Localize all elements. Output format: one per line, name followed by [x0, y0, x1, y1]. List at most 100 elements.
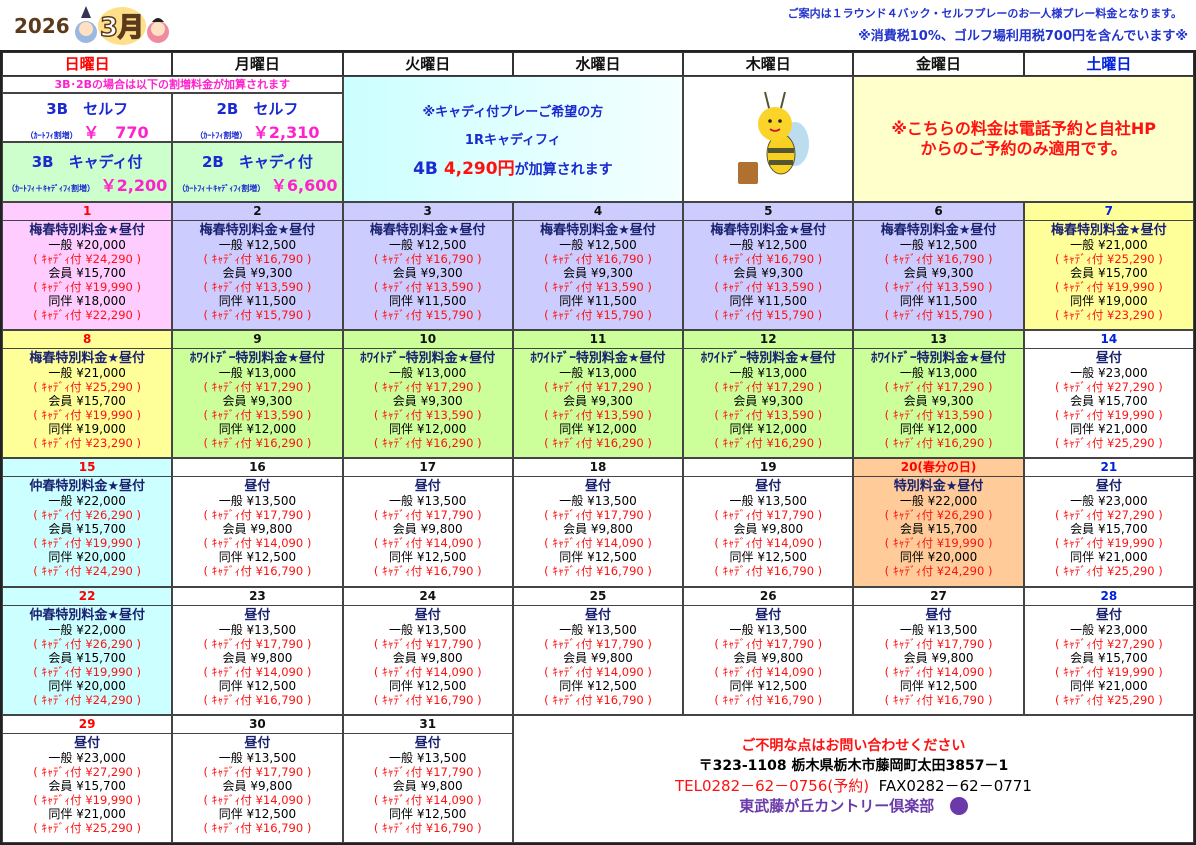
member-price: 会員 ¥9,300	[392, 266, 463, 280]
companion-price: 同伴 ¥12,500	[218, 678, 297, 693]
member-caddy-price: ( ｷｬﾃﾞｨ付 ¥13,590 )	[884, 408, 993, 423]
companion-caddy-price: ( ｷｬﾃﾞｨ付 ¥24,290 )	[33, 692, 142, 707]
day-cell[interactable]: 24 昼付 一般 ¥13,500( ｷｬﾃﾞｨ付 ¥17,790 ) 会員 ¥9,80…	[342, 586, 513, 715]
general-price: 一般 ¥13,000	[218, 366, 297, 381]
3b-self-surcharge: 3B セルフ （ｶｰﾄﾌｨ割増） ￥ 770	[2, 93, 173, 142]
companion-caddy-price: ( ｷｬﾃﾞｨ付 ¥16,790 )	[544, 692, 652, 707]
day-cell[interactable]: 14 昼付 一般 ¥23,000( ｷｬﾃﾞｨ付 ¥27,290 ) 会員 ¥15,7…	[1023, 330, 1194, 459]
day-cell[interactable]: 10 ﾎﾜｲﾄﾃﾞｰ特別料金★昼付 一般 ¥13,000( ｷｬﾃﾞｨ付 ¥17,2…	[342, 330, 513, 459]
reservation-note: ※こちらの料金は電話予約と自社HP からのご予約のみ適用です。	[853, 76, 1194, 202]
member-price: 会員 ¥15,700	[48, 778, 126, 793]
day-cell[interactable]: 8 梅春特別料金★昼付 一般 ¥21,000( ｷｬﾃﾞｨ付 ¥25,290 ) 会員…	[2, 330, 173, 459]
general-caddy-price: ( ｷｬﾃﾞｨ付 ¥17,790 )	[714, 636, 823, 651]
companion-caddy-price: ( ｷｬﾃﾞｨ付 ¥16,790 )	[544, 564, 652, 579]
day-number: 10	[343, 331, 512, 350]
companion-caddy-price: ( ｷｬﾃﾞｨ付 ¥15,790 )	[373, 308, 482, 322]
member-price: 会員 ¥15,700	[1070, 394, 1148, 409]
inquiry-text: ご不明な点はお問い合わせください	[741, 737, 966, 754]
general-caddy-price: ( ｷｬﾃﾞｨ付 ¥25,290 )	[1054, 252, 1163, 266]
member-price: 会員 ¥9,300	[222, 394, 293, 409]
day-number: 7	[1024, 203, 1193, 221]
day-cell[interactable]: 30 昼付 一般 ¥13,500( ｷｬﾃﾞｨ付 ¥17,790 ) 会員 ¥9,80…	[172, 714, 343, 843]
day-cell[interactable]: 12 ﾎﾜｲﾄﾃﾞｰ特別料金★昼付 一般 ¥13,000( ｷｬﾃﾞｨ付 ¥17,2…	[683, 330, 854, 459]
companion-caddy-price: ( ｷｬﾃﾞｨ付 ¥16,790 )	[714, 564, 823, 579]
companion-caddy-price: ( ｷｬﾃﾞｨ付 ¥25,290 )	[1054, 692, 1163, 707]
general-caddy-price: ( ｷｬﾃﾞｨ付 ¥17,290 )	[884, 380, 993, 395]
companion-caddy-price: ( ｷｬﾃﾞｨ付 ¥25,290 )	[1054, 564, 1163, 579]
general-price: 一般 ¥13,500	[218, 494, 297, 509]
day-cell[interactable]: 5 梅春特別料金★昼付 一般 ¥12,500( ｷｬﾃﾞｨ付 ¥16,790 ) 会員…	[683, 202, 854, 331]
price-calendar: 日曜日 月曜日 火曜日 水曜日 木曜日 金曜日 土曜日 3B･2Bの場合は以下の割増料金が加…	[0, 50, 1196, 845]
general-price: 一般 ¥12,500	[218, 238, 297, 252]
general-caddy-price: ( ｷｬﾃﾞｨ付 ¥17,790 )	[373, 764, 482, 779]
day-cell[interactable]: 21 昼付 一般 ¥23,000( ｷｬﾃﾞｨ付 ¥27,290 ) 会員 ¥15,7…	[1023, 458, 1194, 587]
day-number: 28	[1024, 588, 1193, 606]
day-cell[interactable]: 20(春分の日) 特別料金★昼付 一般 ¥22,000( ｷｬﾃﾞｨ付 ¥26,29…	[853, 458, 1024, 587]
companion-caddy-price: ( ｷｬﾃﾞｨ付 ¥24,290 )	[33, 564, 142, 579]
member-price: 会員 ¥15,700	[48, 650, 126, 665]
general-caddy-price: ( ｷｬﾃﾞｨ付 ¥17,790 )	[544, 508, 652, 523]
general-price: 一般 ¥21,000	[48, 366, 126, 381]
general-caddy-price: ( ｷｬﾃﾞｨ付 ¥17,790 )	[203, 764, 312, 779]
member-price: 会員 ¥9,800	[733, 650, 804, 665]
day-number: 21	[1024, 459, 1193, 478]
day-cell[interactable]: 23 昼付 一般 ¥13,500( ｷｬﾃﾞｨ付 ¥17,790 ) 会員 ¥9,80…	[172, 586, 343, 715]
companion-caddy-price: ( ｷｬﾃﾞｨ付 ¥16,290 )	[544, 436, 652, 451]
day-cell[interactable]: 25 昼付 一般 ¥13,500( ｷｬﾃﾞｨ付 ¥17,790 ) 会員 ¥9,80…	[512, 586, 684, 715]
day-cell[interactable]: 4 梅春特別料金★昼付 一般 ¥12,500( ｷｬﾃﾞｨ付 ¥16,790 ) 会員…	[512, 202, 684, 331]
day-cell[interactable]: 31 昼付 一般 ¥13,500( ｷｬﾃﾞｨ付 ¥17,790 ) 会員 ¥9,80…	[342, 714, 513, 843]
day-cell[interactable]: 3 梅春特別料金★昼付 一般 ¥12,500( ｷｬﾃﾞｨ付 ¥16,790 ) 会員…	[342, 202, 513, 331]
day-cell[interactable]: 19 昼付 一般 ¥13,500( ｷｬﾃﾞｨ付 ¥17,790 ) 会員 ¥9,80…	[683, 458, 854, 587]
member-price: 会員 ¥15,700	[48, 266, 126, 280]
member-price: 会員 ¥15,700	[1070, 522, 1148, 537]
day-cell[interactable]: 29 昼付 一般 ¥23,000( ｷｬﾃﾞｨ付 ¥27,290 ) 会員 ¥15,7…	[2, 714, 173, 843]
day-number: 27	[854, 588, 1023, 606]
general-price: 一般 ¥22,000	[899, 494, 978, 509]
member-price: 会員 ¥9,300	[563, 394, 633, 409]
day-number: 14	[1024, 331, 1193, 350]
day-cell[interactable]: 6 梅春特別料金★昼付 一般 ¥12,500( ｷｬﾃﾞｨ付 ¥16,790 ) 会員…	[853, 202, 1024, 331]
companion-caddy-price: ( ｷｬﾃﾞｨ付 ¥16,290 )	[714, 436, 823, 451]
day-cell[interactable]: 1 梅春特別料金★昼付 一般 ¥20,000( ｷｬﾃﾞｨ付 ¥24,290 ) 会員…	[2, 202, 173, 331]
member-price: 会員 ¥9,800	[222, 650, 293, 665]
club-logo-icon	[949, 797, 968, 816]
general-price: 一般 ¥12,500	[559, 238, 637, 252]
companion-caddy-price: ( ｷｬﾃﾞｨ付 ¥15,790 )	[203, 308, 312, 322]
2b-caddy-surcharge: 2B キャディ付 （ｶｰﾄﾌｨ＋ｷｬﾃﾞｨﾌｨ割増） ￥6,600	[172, 142, 343, 202]
day-cell[interactable]: 26 昼付 一般 ¥13,500( ｷｬﾃﾞｨ付 ¥17,790 ) 会員 ¥9,80…	[683, 586, 854, 715]
companion-price: 同伴 ¥11,500	[218, 294, 297, 308]
general-caddy-price: ( ｷｬﾃﾞｨ付 ¥17,790 )	[544, 636, 652, 651]
companion-caddy-price: ( ｷｬﾃﾞｨ付 ¥16,790 )	[203, 692, 312, 707]
day-cell[interactable]: 17 昼付 一般 ¥13,500( ｷｬﾃﾞｨ付 ¥17,790 ) 会員 ¥9,80…	[342, 458, 513, 587]
plan-title: 昼付	[755, 479, 782, 495]
companion-price: 同伴 ¥12,500	[899, 678, 978, 693]
member-price: 会員 ¥9,300	[903, 394, 974, 409]
member-caddy-price: ( ｷｬﾃﾞｨ付 ¥14,090 )	[373, 536, 482, 551]
day-cell[interactable]: 27 昼付 一般 ¥13,500( ｷｬﾃﾞｨ付 ¥17,790 ) 会員 ¥9,80…	[853, 586, 1024, 715]
day-cell[interactable]: 7 梅春特別料金★昼付 一般 ¥21,000( ｷｬﾃﾞｨ付 ¥25,290 ) 会員…	[1023, 202, 1194, 331]
companion-caddy-price: ( ｷｬﾃﾞｨ付 ¥15,790 )	[714, 308, 823, 322]
companion-caddy-price: ( ｷｬﾃﾞｨ付 ¥16,790 )	[373, 820, 482, 835]
plan-title: 昼付	[1095, 479, 1122, 495]
fax: FAX0282－62－0771	[878, 776, 1032, 795]
general-caddy-price: ( ｷｬﾃﾞｨ付 ¥17,790 )	[884, 636, 993, 651]
companion-price: 同伴 ¥20,000	[899, 550, 978, 565]
member-caddy-price: ( ｷｬﾃﾞｨ付 ¥13,590 )	[203, 408, 312, 423]
caddy-line2: 1Rキャディフィ	[464, 133, 561, 148]
member-price: 会員 ¥9,300	[222, 266, 293, 280]
day-number: 1	[3, 203, 172, 221]
day-cell[interactable]: 2 梅春特別料金★昼付 一般 ¥12,500( ｷｬﾃﾞｨ付 ¥16,790 ) 会員…	[172, 202, 343, 331]
general-price: 一般 ¥12,500	[899, 238, 978, 252]
day-cell[interactable]: 28 昼付 一般 ¥23,000( ｷｬﾃﾞｨ付 ¥27,290 ) 会員 ¥15,7…	[1023, 586, 1194, 715]
weekday-header: 土曜日	[1023, 52, 1194, 76]
day-cell[interactable]: 16 昼付 一般 ¥13,500( ｷｬﾃﾞｨ付 ¥17,790 ) 会員 ¥9,80…	[172, 458, 343, 587]
day-number: 12	[684, 331, 853, 350]
day-number: 16	[173, 459, 342, 478]
tel-link[interactable]: TEL0282－62－0756(予約)	[674, 776, 870, 795]
day-cell[interactable]: 9 ﾎﾜｲﾄﾃﾞｰ特別料金★昼付 一般 ¥13,000( ｷｬﾃﾞｨ付 ¥17,29…	[172, 330, 343, 459]
day-cell[interactable]: 13 ﾎﾜｲﾄﾃﾞｰ特別料金★昼付 一般 ¥13,000( ｷｬﾃﾞｨ付 ¥17,2…	[853, 330, 1024, 459]
day-cell[interactable]: 18 昼付 一般 ¥13,500( ｷｬﾃﾞｨ付 ¥17,790 ) 会員 ¥9,80…	[512, 458, 684, 587]
day-cell[interactable]: 22 仲春特別料金★昼付 一般 ¥22,000( ｷｬﾃﾞｨ付 ¥26,290 ) 会…	[2, 586, 173, 715]
day-cell[interactable]: 15 仲春特別料金★昼付 一般 ¥22,000( ｷｬﾃﾞｨ付 ¥26,290 ) 会…	[2, 458, 173, 587]
day-cell[interactable]: 11 ﾎﾜｲﾄﾃﾞｰ特別料金★昼付 一般 ¥13,000( ｷｬﾃﾞｨ付 ¥17,2…	[512, 330, 684, 459]
